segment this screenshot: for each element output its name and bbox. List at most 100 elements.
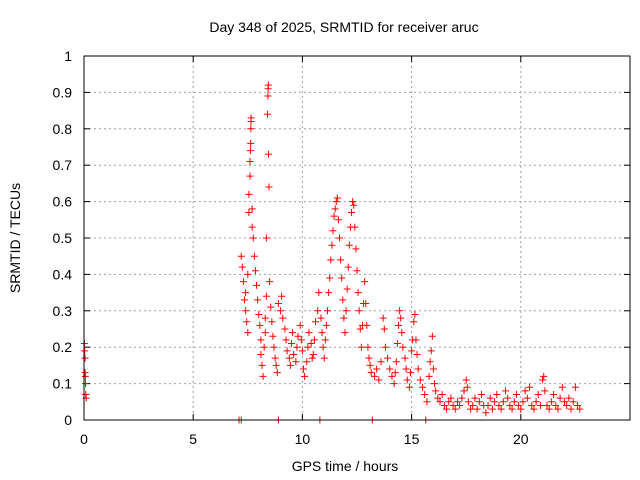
data-point: [379, 314, 387, 322]
data-point: [416, 376, 424, 384]
data-point: [293, 343, 301, 351]
data-point: [355, 307, 363, 315]
data-point: [569, 398, 577, 406]
y-tick-label: 0.2: [53, 339, 73, 355]
data-point: [332, 198, 340, 206]
data-point: [81, 347, 89, 355]
data-point: [309, 350, 317, 358]
data-point: [265, 150, 273, 158]
data-point: [412, 336, 420, 344]
data-point: [247, 114, 255, 122]
data-point: [391, 369, 399, 377]
data-point: [482, 409, 490, 417]
data-point: [356, 325, 364, 333]
data-point: [477, 391, 485, 399]
data-point: [550, 391, 558, 399]
x-tick-label: 10: [295, 431, 311, 447]
data-point: [304, 343, 312, 351]
data-point: [315, 289, 323, 297]
data-point: [554, 405, 562, 413]
data-point: [256, 321, 264, 329]
data-point: [370, 372, 378, 380]
data-point: [530, 405, 538, 413]
plot-frame: [83, 55, 631, 421]
data-point: [257, 336, 265, 344]
data-point: [334, 216, 342, 224]
data-point: [341, 329, 349, 337]
data-point: [574, 401, 582, 409]
data-point: [340, 314, 348, 322]
data-point: [471, 394, 479, 402]
data-point: [447, 394, 455, 402]
data-point: [81, 372, 89, 380]
data-point: [259, 372, 267, 380]
data-point: [377, 358, 385, 366]
data-point: [352, 245, 360, 253]
data-point: [540, 372, 548, 380]
data-point: [267, 303, 275, 311]
data-point: [506, 401, 514, 409]
y-tick-label: 0.3: [53, 303, 73, 319]
data-point: [543, 401, 551, 409]
data-point: [246, 172, 254, 180]
data-point: [339, 296, 347, 304]
data-point: [338, 274, 346, 282]
data-point: [563, 401, 571, 409]
data-point: [565, 394, 573, 402]
data-point: [261, 329, 269, 337]
data-point: [81, 354, 89, 362]
data-point: [440, 401, 448, 409]
data-point: [247, 125, 255, 133]
data-point: [526, 383, 534, 391]
data-point: [350, 201, 358, 209]
data-point: [398, 329, 406, 337]
data-point: [292, 358, 300, 366]
data-point: [268, 318, 276, 326]
y-tick-label: 1: [64, 48, 72, 64]
data-point: [299, 365, 307, 373]
data-point: [397, 314, 405, 322]
data-point: [558, 383, 566, 391]
data-point: [258, 361, 266, 369]
data-point: [365, 354, 373, 362]
data-point: [297, 336, 305, 344]
data-point: [541, 387, 549, 395]
data-point: [536, 401, 544, 409]
data-point: [460, 387, 468, 395]
data-point: [329, 227, 337, 235]
data-point: [552, 401, 560, 409]
data-point: [250, 252, 258, 260]
data-point: [519, 398, 527, 406]
data-point: [336, 234, 344, 242]
data-point: [436, 398, 444, 406]
data-point: [426, 358, 434, 366]
data-point: [353, 267, 361, 275]
data-point: [504, 394, 512, 402]
data-point: [285, 354, 293, 362]
data-point: [491, 398, 499, 406]
data-point: [251, 267, 259, 275]
data-point: [399, 343, 407, 351]
data-point: [286, 361, 294, 369]
data-point: [272, 361, 280, 369]
data-point: [246, 158, 254, 166]
data-point: [473, 405, 481, 413]
data-point: [277, 307, 285, 315]
axis-ticks: 00.10.20.30.40.50.60.70.80.910 5 10 15 20: [53, 48, 630, 447]
data-point: [296, 321, 304, 329]
data-point: [547, 398, 555, 406]
data-point: [539, 376, 547, 384]
data-point: [431, 380, 439, 388]
data-point: [82, 380, 90, 388]
data-point: [434, 394, 442, 402]
data-point: [324, 307, 332, 315]
data-point: [246, 147, 254, 155]
data-point: [314, 307, 322, 315]
data-point: [318, 329, 326, 337]
data-point: [469, 401, 477, 409]
data-point: [403, 376, 411, 384]
data-point: [262, 234, 270, 242]
data-point: [467, 405, 475, 413]
data-point: [262, 292, 270, 300]
